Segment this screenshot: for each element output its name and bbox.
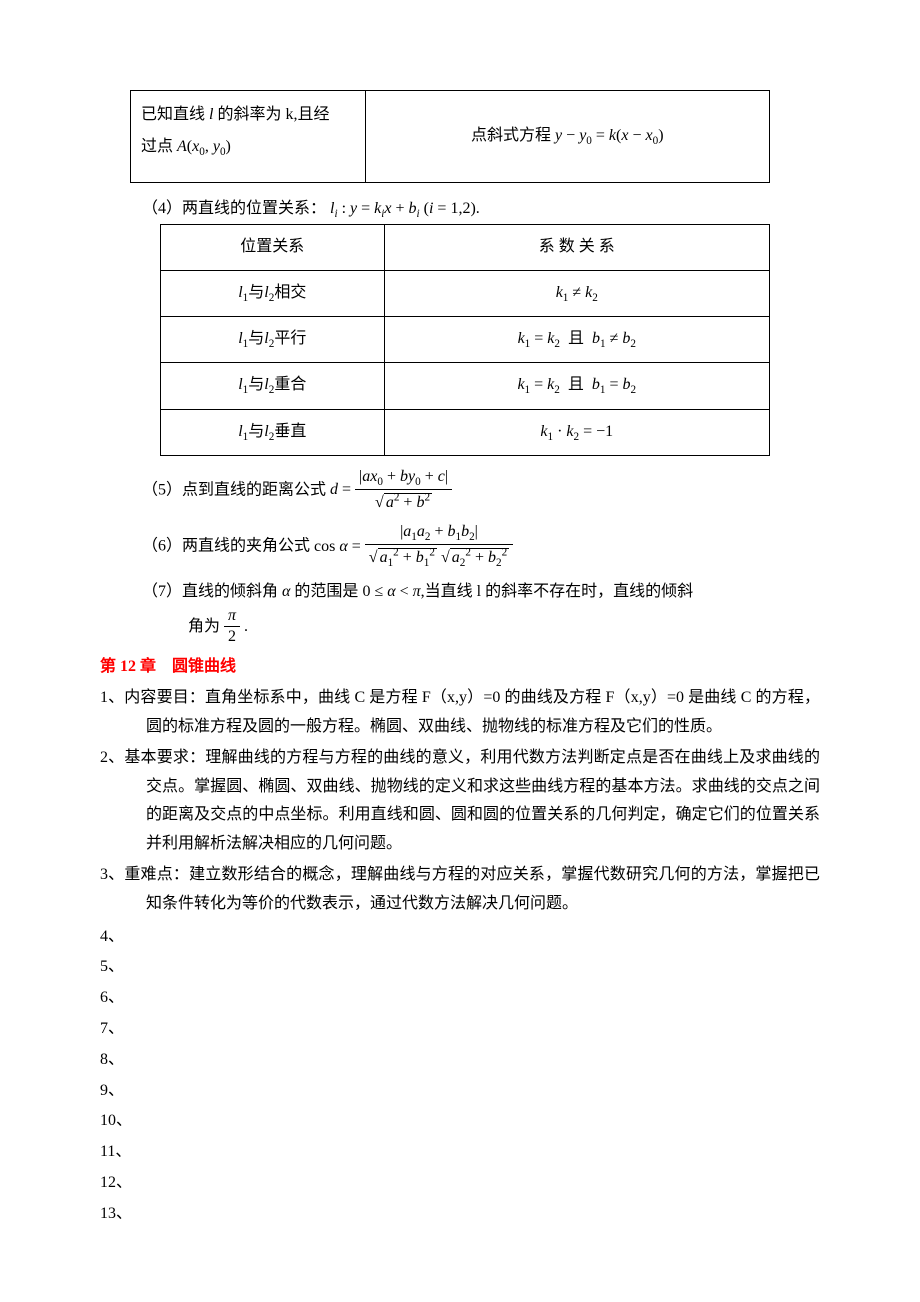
item-6-label: （6）两直线的夹角公式 (142, 538, 310, 555)
empty-4: 4、 (100, 923, 820, 952)
empty-9: 9、 (100, 1077, 820, 1106)
para-1: 1、内容要目：直角坐标系中，曲线 C 是方程 F（x,y）=0 的曲线及方程 F… (100, 684, 820, 742)
para-3-body: 建立数形结合的概念，理解曲线与方程的对应关系，掌握代数研究几何的方法，掌握把已知… (146, 866, 820, 912)
item-5: （5）点到直线的距离公式 d = |ax0 + by0 + c| a2 + b2 (100, 468, 820, 513)
t2-r0-l: l1与l2相交 (161, 270, 385, 316)
t1-left: 已知直线 l 的斜率为 k,且经 过点 A(x0, y0) (131, 91, 366, 183)
table-point-slope: 已知直线 l 的斜率为 k,且经 过点 A(x0, y0) 点斜式方程 y − … (130, 90, 770, 183)
empty-11: 11、 (100, 1138, 820, 1167)
item-7-line2: 角为 π 2 . (100, 607, 820, 647)
item-7-rest1: ,当直线 l 的斜率不存在时，直线的倾斜 (421, 583, 693, 600)
table-position: 位置关系 系 数 关 系 l1与l2相交 k1 ≠ k2 l1与l2平行 k1 … (160, 224, 770, 456)
para-1-lead: 1、内容要目： (100, 689, 205, 706)
t2-r2-r: k1 = k2 且 b1 = b2 (384, 363, 769, 409)
para-1-body: 直角坐标系中，曲线 C 是方程 F（x,y）=0 的曲线及方程 F（x,y）=0… (146, 689, 820, 735)
para-2-body: 理解曲线的方程与方程的曲线的意义，利用代数方法判断定点是否在曲线上及求曲线的交点… (146, 749, 820, 852)
empty-7: 7、 (100, 1015, 820, 1044)
item-5-label: （5）点到直线的距离公式 (142, 481, 326, 498)
t2-r2-l: l1与l2重合 (161, 363, 385, 409)
empty-6: 6、 (100, 984, 820, 1013)
empty-13: 13、 (100, 1200, 820, 1229)
empty-8: 8、 (100, 1046, 820, 1075)
chapter-title: 第 12 章 圆锥曲线 (100, 653, 820, 682)
item-7: （7）直线的倾斜角 α 的范围是 0 ≤ α < π,当直线 l 的斜率不存在时… (100, 578, 820, 607)
t2-r3-l: l1与l2垂直 (161, 409, 385, 455)
t1-right: 点斜式方程 y − y0 = k(x − x0) (365, 91, 769, 183)
item-6: （6）两直线的夹角公式 cos α = |a1a2 + b1b2| a12 + … (100, 523, 820, 570)
item-6-formula: cos α = |a1a2 + b1b2| a12 + b12 a22 + b2… (314, 538, 513, 555)
item-7-range: 0 ≤ α < π (362, 583, 420, 600)
page-container: 已知直线 l 的斜率为 k,且经 过点 A(x0, y0) 点斜式方程 y − … (0, 0, 920, 1291)
item-7-label: （7）直线的倾斜角 α 的范围是 (142, 583, 358, 600)
empty-5: 5、 (100, 953, 820, 982)
empty-10: 10、 (100, 1107, 820, 1136)
t2-h-right: 系 数 关 系 (384, 224, 769, 270)
t2-r0-r: k1 ≠ k2 (384, 270, 769, 316)
para-2: 2、基本要求：理解曲线的方程与方程的曲线的意义，利用代数方法判断定点是否在曲线上… (100, 744, 820, 859)
t2-r1-l: l1与l2平行 (161, 317, 385, 363)
para-3-lead: 3、重难点： (100, 866, 189, 883)
empty-list: 4、 5、 6、 7、 8、 9、 10、 11、 12、 13、 (100, 923, 820, 1229)
empty-12: 12、 (100, 1169, 820, 1198)
t2-h-left: 位置关系 (161, 224, 385, 270)
para-3: 3、重难点：建立数形结合的概念，理解曲线与方程的对应关系，掌握代数研究几何的方法… (100, 861, 820, 919)
item-4-formula: li : y = kix + bi (i = 1,2). (330, 200, 480, 217)
item-4-label: （4）两直线的位置关系： (142, 200, 326, 217)
t2-r3-r: k1 · k2 = −1 (384, 409, 769, 455)
t2-r1-r: k1 = k2 且 b1 ≠ b2 (384, 317, 769, 363)
item-5-formula: d = |ax0 + by0 + c| a2 + b2 (330, 481, 452, 498)
item-7-rest2: 角为 (188, 618, 220, 635)
para-2-lead: 2、基本要求： (100, 749, 205, 766)
item-7-period: . (244, 618, 248, 635)
item-4: （4）两直线的位置关系： li : y = kix + bi (i = 1,2)… (100, 195, 820, 224)
